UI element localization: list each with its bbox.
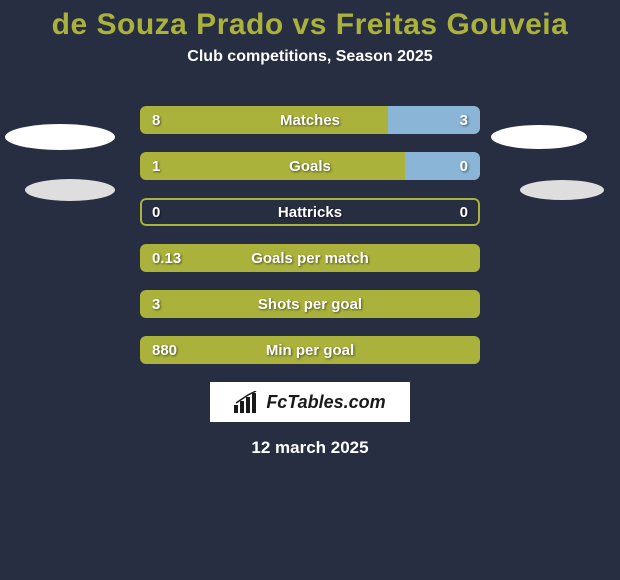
page-title: de Souza Prado vs Freitas Gouveia [0,8,620,42]
stat-row: 3Shots per goal [140,290,480,318]
stat-label: Goals per match [140,244,480,272]
stat-row: 8Matches3 [140,106,480,134]
stat-row: 880Min per goal [140,336,480,364]
stats-panel: 8Matches31Goals00Hattricks00.13Goals per… [140,106,480,364]
player-right-oval-2 [520,180,604,200]
player-left-oval-2 [25,179,115,201]
stat-label: Shots per goal [140,290,480,318]
player-left-oval-1 [5,124,115,150]
stat-value-right: 0 [460,198,468,226]
brand-badge: FcTables.com [210,382,410,422]
page-subtitle: Club competitions, Season 2025 [0,48,620,66]
stat-value-right: 3 [460,106,468,134]
stat-label: Hattricks [140,198,480,226]
brand-text: FcTables.com [266,392,385,413]
infographic-date: 12 march 2025 [0,438,620,458]
stat-row: 1Goals0 [140,152,480,180]
infographic-root: de Souza Prado vs Freitas Gouveia Club c… [0,0,620,580]
brand-logo-icon [234,391,260,413]
stat-value-right: 0 [460,152,468,180]
stat-label: Min per goal [140,336,480,364]
stat-row: 0.13Goals per match [140,244,480,272]
stat-row: 0Hattricks0 [140,198,480,226]
stat-label: Matches [140,106,480,134]
player-right-oval-1 [491,125,587,149]
stat-label: Goals [140,152,480,180]
